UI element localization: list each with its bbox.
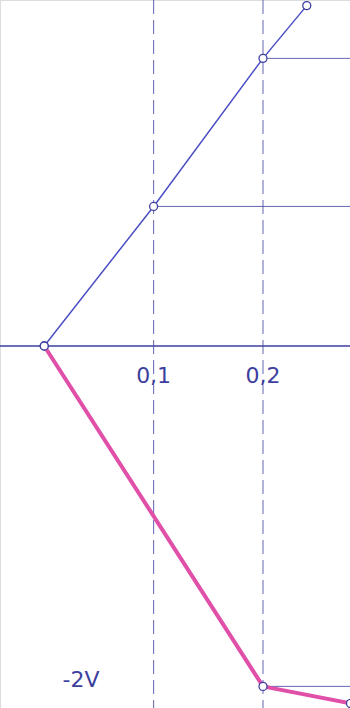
svg-text:0,1: 0,1 [136, 363, 171, 388]
svg-text:-2V: -2V [63, 667, 100, 692]
svg-text:0,2: 0,2 [246, 363, 281, 388]
